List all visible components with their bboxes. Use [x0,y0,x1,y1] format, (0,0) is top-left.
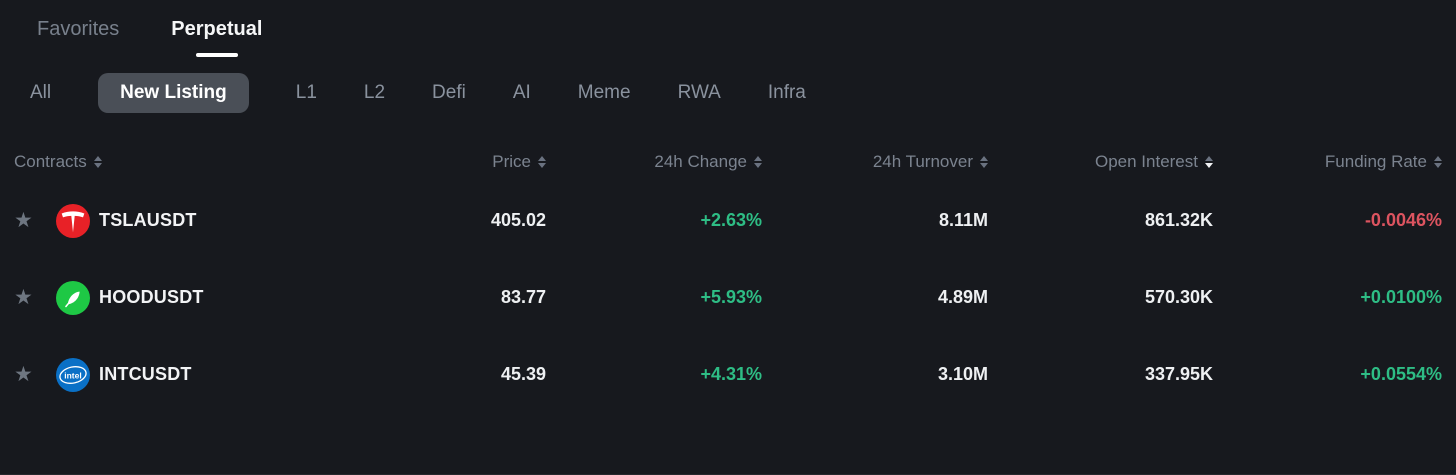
favorite-star-icon[interactable]: ★ [14,286,33,309]
contract-cell: ★ HOODUSDT [14,280,346,315]
sort-carets-icon-descending [1205,155,1213,169]
filter-new-listing[interactable]: New Listing [98,72,249,113]
market-tabs: Favorites Perpetual [0,0,1456,57]
tab-perpetual[interactable]: Perpetual [171,16,262,57]
price-value: 45.39 [500,364,546,384]
change-value: +2.63% [700,210,762,230]
sort-carets-icon [980,155,988,169]
column-header-24h-change-label: 24h Change [654,152,747,171]
price-value: 405.02 [490,210,546,230]
sort-carets-icon [1434,155,1442,169]
contract-cell: ★ TSLAUSDT [14,203,346,238]
turnover-value: 4.89M [937,287,988,307]
table-row-tslausdt[interactable]: ★ TSLAUSDT 405.02 +2.63% 8.11M 861.32K -… [0,182,1456,259]
column-header-open-interest[interactable]: Open Interest [988,152,1213,172]
favorite-star-icon[interactable]: ★ [14,209,33,232]
change-value: +5.93% [700,287,762,307]
contract-cell: ★ intel INTCUSDT [14,357,346,392]
column-header-funding-rate-label: Funding Rate [1324,152,1427,171]
column-header-24h-change[interactable]: 24h Change [546,152,762,172]
column-header-contracts[interactable]: Contracts [14,152,346,172]
sort-carets-icon [538,155,546,169]
filter-infra[interactable]: Infra [767,81,806,103]
funding-rate-value: -0.0046% [1364,210,1442,230]
contract-symbol: TSLAUSDT [99,210,197,230]
funding-rate-value: +0.0100% [1360,287,1442,307]
funding-rate-value: +0.0554% [1360,364,1442,384]
category-filters: All New Listing L1 L2 Defi AI Meme RWA I… [30,70,1456,115]
tab-perpetual-label: Perpetual [171,18,263,40]
robinhood-logo-icon [56,280,90,315]
column-header-open-interest-label: Open Interest [1094,152,1198,171]
filter-l1[interactable]: L1 [295,81,317,103]
filter-all[interactable]: All [30,81,52,103]
contract-symbol: INTCUSDT [99,364,192,384]
price-value: 83.77 [500,287,546,307]
change-value: +4.31% [700,364,762,384]
filter-meme[interactable]: Meme [577,81,631,103]
column-header-contracts-label: Contracts [14,152,87,171]
column-header-price[interactable]: Price [346,152,546,172]
sort-carets-icon [93,155,102,169]
active-tab-underline [195,53,238,57]
open-interest-value: 337.95K [1144,364,1213,384]
intel-logo-text: intel [64,370,81,380]
turnover-value: 3.10M [937,364,988,384]
contract-symbol: HOODUSDT [99,287,204,307]
turnover-value: 8.11M [938,210,988,230]
open-interest-value: 570.30K [1144,287,1213,307]
open-interest-value: 861.32K [1144,210,1213,230]
column-header-funding-rate[interactable]: Funding Rate [1213,152,1442,172]
favorite-star-icon[interactable]: ★ [14,363,33,386]
tab-favorites-label: Favorites [37,18,120,40]
filter-ai[interactable]: AI [512,81,531,103]
filter-l2[interactable]: L2 [363,81,386,103]
intel-logo-icon: intel [56,357,90,392]
table-row-intcusdt[interactable]: ★ intel INTCUSDT 45.39 +4.31% 3.10M 337.… [0,336,1456,413]
table-header-row: Contracts Price 24h Change 24h Turnover … [0,142,1456,182]
filter-rwa[interactable]: RWA [677,81,721,103]
column-header-price-label: Price [492,152,531,171]
table-row-hoodusdt[interactable]: ★ HOODUSDT 83.77 +5.93% 4.89M 570.30K +0… [0,259,1456,336]
column-header-24h-turnover[interactable]: 24h Turnover [762,152,988,172]
column-header-24h-turnover-label: 24h Turnover [872,152,973,171]
filter-defi[interactable]: Defi [432,81,466,103]
sort-carets-icon [754,155,762,169]
tab-favorites[interactable]: Favorites [37,16,119,43]
tesla-logo-icon [56,203,90,238]
